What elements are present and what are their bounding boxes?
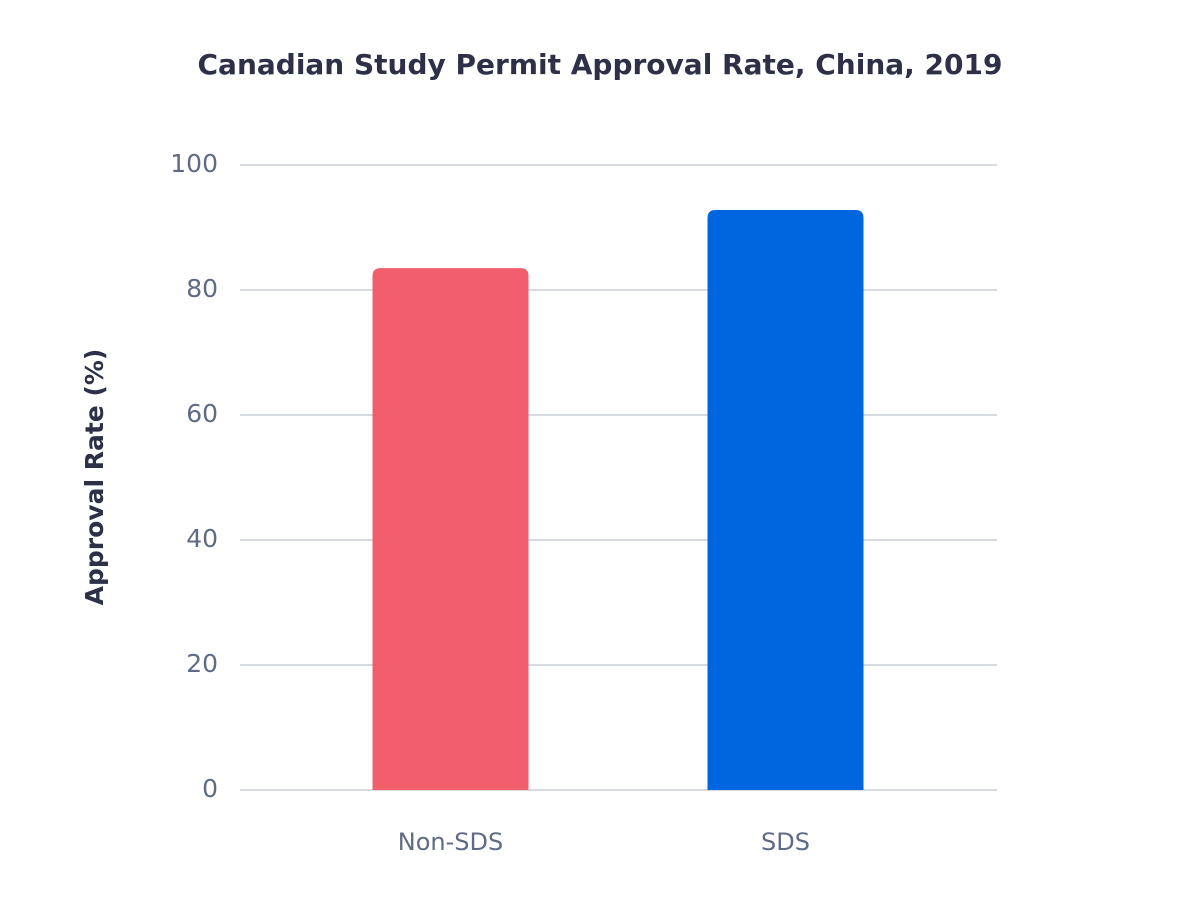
bar <box>707 210 864 790</box>
y-tick-label: 60 <box>186 399 218 428</box>
y-tick-label: 80 <box>186 274 218 303</box>
x-tick-label: Non-SDS <box>398 828 503 856</box>
y-tick-label: 100 <box>170 149 218 178</box>
bar <box>372 268 529 790</box>
chart-title: Canadian Study Permit Approval Rate, Chi… <box>198 48 1003 81</box>
x-tick-label: SDS <box>761 828 810 856</box>
y-tick-label: 0 <box>202 774 218 803</box>
y-axis-label: Approval Rate (%) <box>80 349 109 606</box>
y-tick-label: 20 <box>186 649 218 678</box>
y-tick-label: 40 <box>186 524 218 553</box>
